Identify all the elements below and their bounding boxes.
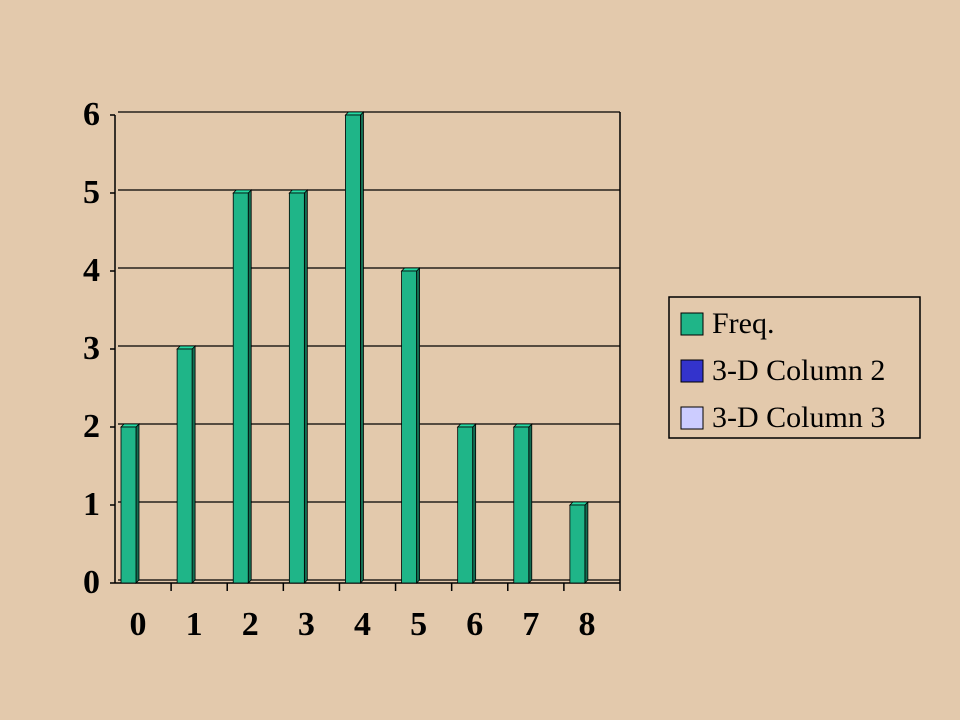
x-tick-label: 1 — [186, 606, 203, 643]
y-tick-label: 4 — [83, 252, 100, 289]
x-tick-label: 6 — [466, 606, 483, 643]
x-tick-label: 5 — [410, 606, 427, 643]
legend-label: 3-D Column 3 — [712, 401, 885, 434]
legend-swatch — [680, 359, 704, 383]
bar-side — [303, 189, 308, 584]
bar-side — [472, 423, 477, 584]
y-tick-label: 2 — [83, 408, 100, 445]
x-tick-label: 8 — [578, 606, 595, 643]
bar-side — [584, 501, 589, 584]
bar-top — [176, 345, 197, 350]
bar-top — [344, 111, 365, 116]
bar — [513, 426, 530, 584]
bar-side — [360, 111, 364, 584]
x-tick-label: 2 — [242, 606, 259, 643]
y-tick-label: 3 — [83, 330, 100, 367]
bar-side — [135, 423, 140, 584]
legend-swatch — [680, 312, 704, 336]
bar — [288, 192, 305, 584]
bar-side — [191, 345, 196, 584]
y-tick-label: 0 — [83, 564, 100, 601]
bar-top — [568, 501, 589, 506]
x-tick-label: 7 — [522, 606, 539, 643]
bar — [176, 348, 193, 584]
bar-top — [288, 189, 309, 194]
bar — [401, 270, 417, 584]
legend-box — [668, 296, 921, 439]
bar — [232, 192, 249, 584]
bar — [120, 426, 137, 584]
legend-swatch — [680, 406, 704, 430]
y-tick-label: 5 — [83, 174, 100, 211]
bar-side — [416, 267, 420, 584]
y-tick-label: 1 — [83, 486, 100, 523]
legend-label: 3-D Column 2 — [712, 354, 885, 387]
bar-top — [456, 423, 477, 428]
bar — [345, 114, 361, 584]
bar-top — [512, 423, 533, 428]
bar-top — [232, 189, 253, 194]
x-tick-label: 4 — [354, 606, 371, 643]
bar — [457, 426, 474, 584]
x-tick-label: 0 — [130, 606, 147, 643]
x-tick-label: 3 — [298, 606, 315, 643]
y-tick-label: 6 — [83, 96, 100, 133]
bar-side — [528, 423, 533, 584]
bar — [569, 504, 586, 584]
bar-side — [247, 189, 252, 584]
bar-top — [120, 423, 140, 428]
bar-top — [400, 267, 421, 272]
legend-label: Freq. — [712, 307, 775, 340]
